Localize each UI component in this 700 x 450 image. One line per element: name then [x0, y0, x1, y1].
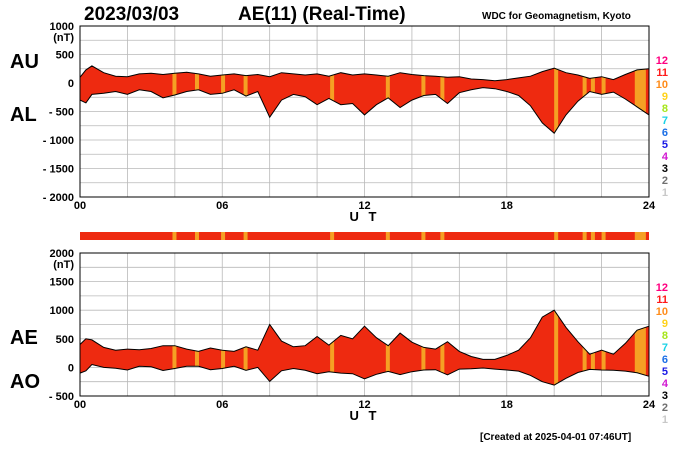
hour-coverage-bar — [80, 232, 649, 240]
legend-scale-label: 7 — [662, 342, 668, 354]
legend-scale-label: 2 — [662, 175, 668, 187]
data-source: WDC for Geomagnetism, Kyoto — [482, 11, 631, 22]
y-tick-label: - 1500 — [43, 164, 74, 176]
y-tick-label: - 500 — [49, 107, 74, 119]
legend-scale-label: 4 — [662, 151, 669, 163]
y-tick-label: 2000 — [50, 248, 74, 260]
legend-scale-label: 8 — [662, 330, 668, 342]
panel-ae-ao — [79, 252, 650, 397]
x-axis-label: U T — [350, 209, 380, 224]
plot-frame — [79, 252, 650, 397]
x-tick-label: 24 — [643, 399, 656, 411]
hour-coverage-marker — [221, 232, 226, 240]
legend-scale-label: 9 — [662, 91, 668, 103]
legend-scale-label: 6 — [662, 127, 668, 139]
legend-scale-label: 10 — [656, 306, 668, 318]
partial-data-stripe — [172, 310, 177, 386]
x-tick-label: 12 — [358, 399, 370, 411]
y-tick-label: 500 — [56, 50, 74, 62]
x-tick-label: 06 — [216, 200, 228, 212]
y-tick-label: 1000 — [50, 21, 74, 33]
legend-scale-label: 8 — [662, 103, 668, 115]
upper-series-label: AE — [10, 327, 38, 349]
y-tick-label: - 2000 — [43, 192, 74, 204]
legend-scale-label: 10 — [656, 79, 668, 91]
legend-scale-label: 9 — [662, 318, 668, 330]
lower-series-label: AO — [10, 371, 40, 393]
partial-data-stripe — [641, 310, 646, 386]
hour-coverage-marker — [243, 232, 248, 240]
legend-scale-label: 5 — [662, 139, 668, 151]
y-tick-label: 0 — [68, 362, 74, 374]
lower-series-label: AL — [10, 104, 37, 126]
hour-coverage-marker — [582, 232, 587, 240]
partial-data-stripe — [330, 310, 335, 386]
legend-scale-label: 1 — [662, 414, 668, 426]
chart-title: AE(11) (Real-Time) — [238, 4, 406, 25]
panel-au-al — [79, 25, 650, 198]
partial-data-stripe — [554, 310, 559, 386]
hour-coverage-marker — [172, 232, 177, 240]
legend-scale-label: 12 — [656, 282, 668, 294]
legend-scale-label: 7 — [662, 115, 668, 127]
legend-scale-label: 12 — [656, 55, 668, 67]
hour-coverage-marker — [421, 232, 426, 240]
x-axis-label: U T — [350, 408, 380, 423]
plot-frame — [79, 25, 650, 198]
series-line-al — [79, 87, 650, 134]
partial-data-stripe — [440, 310, 445, 386]
partial-data-stripe — [634, 65, 639, 134]
hour-coverage-marker — [554, 232, 559, 240]
x-tick-label: 00 — [74, 399, 86, 411]
x-tick-label: 18 — [501, 399, 513, 411]
hour-coverage-marker — [601, 232, 606, 240]
y-tick-label: 500 — [56, 334, 74, 346]
series-line-ae — [79, 309, 650, 360]
legend-scale-label: 6 — [662, 354, 668, 366]
legend-scale-label: 2 — [662, 402, 668, 414]
hour-coverage-marker — [590, 232, 595, 240]
y-unit-label: (nT) — [53, 32, 74, 44]
partial-data-stripe — [385, 310, 390, 386]
hour-coverage-marker — [641, 232, 646, 240]
partial-data-stripe — [634, 310, 639, 386]
hour-coverage-marker — [638, 232, 643, 240]
partial-data-stripe — [554, 65, 559, 134]
hour-coverage-marker — [330, 232, 335, 240]
hour-coverage-marker — [634, 232, 639, 240]
hour-coverage-marker — [385, 232, 390, 240]
created-timestamp: [Created at 2025-04-01 07:46UT] — [480, 432, 632, 443]
legend-scale-label: 11 — [656, 67, 668, 79]
y-tick-label: 0 — [68, 78, 74, 90]
legend-scale-label: 1 — [662, 187, 668, 199]
series-line-ao — [79, 363, 650, 386]
series-line-au — [79, 65, 650, 82]
hour-coverage-marker — [194, 232, 199, 240]
x-tick-label: 24 — [643, 200, 656, 212]
y-tick-label: 1500 — [50, 277, 74, 289]
x-tick-label: 12 — [358, 200, 370, 212]
y-tick-label: 1000 — [50, 305, 74, 317]
legend-scale-label: 3 — [662, 390, 668, 402]
partial-data-stripe — [638, 65, 643, 134]
y-tick-label: - 500 — [49, 391, 74, 403]
legend-scale-label: 4 — [662, 378, 669, 390]
partial-data-stripe — [243, 310, 248, 386]
partial-data-stripe — [638, 310, 643, 386]
partial-data-stripe — [641, 65, 646, 134]
y-unit-label: (nT) — [53, 259, 74, 271]
legend-scale-label: 3 — [662, 163, 668, 175]
x-tick-label: 06 — [216, 399, 228, 411]
legend-scale-label: 11 — [656, 294, 668, 306]
legend-scale-label: 5 — [662, 366, 668, 378]
upper-series-label: AU — [10, 51, 39, 73]
y-tick-label: - 1000 — [43, 135, 74, 147]
hour-coverage-marker — [440, 232, 445, 240]
x-tick-label: 00 — [74, 200, 86, 212]
x-tick-label: 18 — [501, 200, 513, 212]
chart-date: 2023/03/03 — [84, 4, 180, 25]
